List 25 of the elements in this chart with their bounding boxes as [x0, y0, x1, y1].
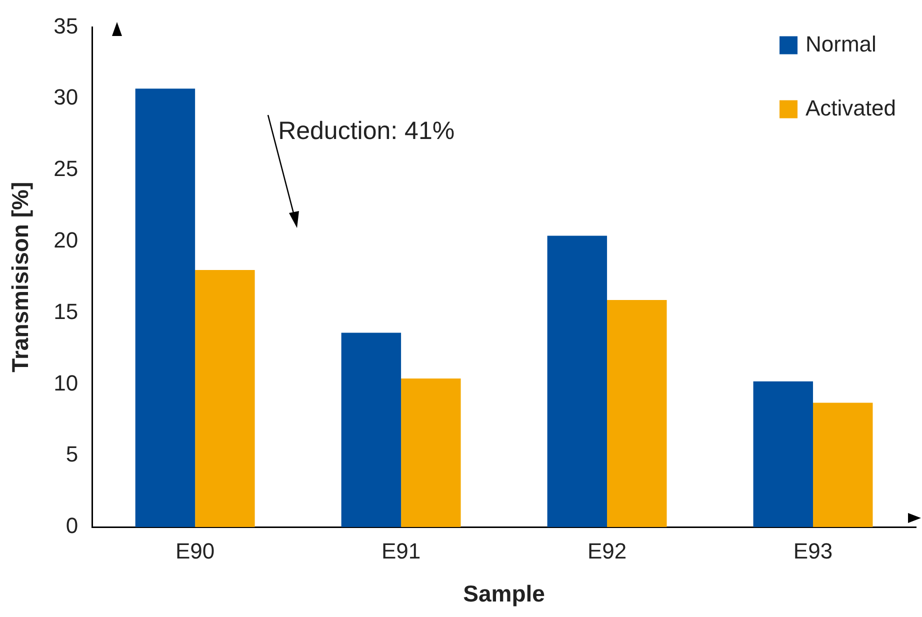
y-tick-label: 15: [54, 298, 78, 324]
bar: [813, 402, 873, 527]
x-tick-label: E90: [175, 538, 215, 564]
bar: [135, 88, 196, 527]
x-tick-label: E92: [587, 538, 627, 564]
y-tick-label: 10: [54, 370, 78, 396]
y-tick-label: 0: [66, 513, 78, 538]
legend-label: Normal: [806, 31, 876, 56]
legend-label: Activated: [806, 95, 896, 120]
y-tick-label: 5: [66, 442, 78, 467]
y-tick-label: 25: [54, 156, 78, 182]
x-tick-label: E93: [793, 538, 833, 564]
x-tick-label: E91: [381, 538, 421, 564]
annotation: Reduction: 41%: [278, 117, 455, 146]
y-tick-label: 30: [54, 84, 78, 110]
bar: [753, 381, 814, 527]
bar: [401, 378, 461, 527]
y-axis-title: Transmisison [%]: [7, 182, 34, 372]
bar: [195, 270, 255, 527]
bar: [341, 332, 402, 527]
y-tick-label: 35: [54, 13, 78, 38]
y-tick-label: 20: [54, 227, 78, 252]
x-axis-title: Sample: [463, 580, 545, 607]
bar: [547, 236, 608, 527]
bar: [607, 300, 667, 527]
